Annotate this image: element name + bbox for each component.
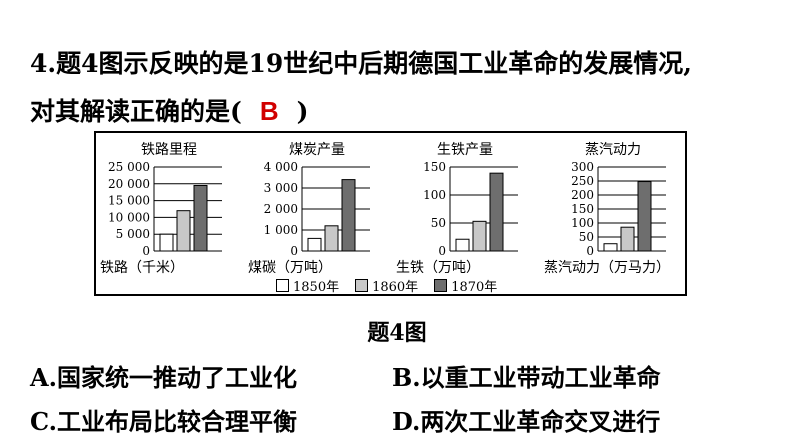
legend-swatch-1850 [276, 279, 289, 292]
option-text: 工业布局比较合理平衡 [57, 407, 298, 436]
chart-panel-coal: 煤炭产量 0 1 000 2 000 3 000 4 000 煤碳（万吨） [244, 133, 390, 276]
figure-caption: 题4图 [367, 320, 427, 346]
chart-xlabel: 蒸汽动力（万马力） [544, 260, 670, 276]
option-c[interactable]: C.工业布局比较合理平衡 [30, 402, 297, 437]
option-text: 两次工业革命交叉进行 [420, 407, 661, 436]
chart-panel-railway: 铁路里程 0 5 000 10 000 15 000 20 000 25 000 铁路（千… [96, 133, 242, 276]
option-text: 国家统一推动了工业化 [56, 363, 297, 392]
y-tick-label: 0 [586, 244, 594, 258]
chart-panel-steam: 蒸汽动力 0 50 100 150 200 250 300 蒸汽动力（万马力） [540, 133, 686, 276]
y-tick-label: 50 [431, 216, 446, 230]
question-prefix: 对其解读正确的是( [30, 97, 242, 126]
y-tick-label: 50 [579, 230, 594, 244]
y-tick-label: 5 000 [116, 227, 150, 241]
legend-label: 1870年 [451, 280, 498, 295]
y-tick-label: 3 000 [264, 181, 298, 195]
option-letter: B. [392, 363, 421, 392]
legend-swatch-1870 [434, 279, 448, 292]
chart-svg: 0 1 000 2 000 3 000 4 000 [264, 160, 370, 258]
question-suffix: ) [296, 97, 309, 126]
bar-1860年 [472, 220, 487, 252]
legend-item-1870: 1870年 [434, 276, 497, 295]
bar-1870年 [193, 184, 208, 252]
chart-svg: 0 50 100 150 [423, 160, 518, 258]
y-tick-label: 2 000 [264, 202, 298, 216]
option-letter: A. [30, 363, 57, 392]
bar-1860年 [176, 210, 191, 252]
option-a[interactable]: A.国家统一推动了工业化 [30, 358, 297, 393]
y-tick-label: 4 000 [264, 160, 298, 174]
y-tick-label: 150 [423, 160, 446, 174]
legend: 1850年 1860年 1870年 [276, 276, 497, 295]
legend-swatch-1860 [355, 279, 369, 292]
chart-title: 煤炭产量 [289, 142, 345, 158]
bar-1870年 [637, 181, 652, 252]
y-tick-label: 200 [571, 188, 594, 202]
option-text: 以重工业带动工业革命 [420, 363, 661, 392]
y-tick-label: 15 000 [108, 194, 150, 208]
chart-panel-iron: 生铁产量 0 50 100 150 生铁（万吨） [392, 133, 538, 276]
y-tick-label: 100 [571, 216, 594, 230]
y-tick-label: 0 [142, 244, 150, 258]
bar-1850年 [455, 238, 470, 252]
y-tick-label: 300 [571, 160, 594, 174]
y-tick-label: 1 000 [264, 223, 298, 237]
bar-1860年 [324, 225, 339, 252]
chart-title: 生铁产量 [437, 142, 493, 158]
bar-1860年 [620, 226, 635, 252]
legend-item-1860: 1860年 [355, 276, 418, 295]
option-b[interactable]: B.以重工业带动工业革命 [392, 358, 661, 393]
figure-box: 铁路里程 0 5 000 10 000 15 000 20 000 25 000 铁路（千… [94, 131, 687, 296]
bar-1850年 [159, 233, 174, 252]
legend-item-1850: 1850年 [276, 276, 339, 295]
question-line-2: 对其解读正确的是( B) [30, 92, 308, 128]
chart-svg: 0 5 000 10 000 15 000 20 000 25 000 [108, 160, 222, 258]
bar-1850年 [603, 243, 618, 252]
option-letter: D. [392, 407, 421, 436]
option-letter: C. [30, 407, 58, 436]
y-tick-label: 100 [423, 188, 446, 202]
y-tick-label: 0 [438, 244, 446, 258]
option-d[interactable]: D.两次工业革命交叉进行 [392, 402, 660, 437]
y-tick-label: 0 [290, 244, 298, 258]
bar-1870年 [489, 172, 504, 252]
chart-xlabel: 煤碳（万吨） [248, 260, 332, 276]
y-tick-label: 150 [571, 202, 594, 216]
chart-title: 铁路里程 [141, 142, 197, 158]
y-tick-label: 20 000 [108, 177, 150, 191]
bar-1870年 [341, 179, 356, 252]
chart-xlabel: 铁路（千米） [100, 260, 184, 276]
answer-mark: B [259, 96, 279, 126]
legend-label: 1860年 [372, 280, 419, 295]
y-tick-label: 10 000 [108, 210, 150, 224]
bar-1850年 [307, 237, 322, 252]
chart-xlabel: 生铁（万吨） [396, 260, 480, 276]
question-line-1: 4.题4图示反映的是19世纪中后期德国工业革命的发展情况, [30, 49, 692, 78]
legend-label: 1850年 [293, 280, 340, 295]
chart-title: 蒸汽动力 [585, 142, 641, 158]
y-tick-label: 250 [571, 174, 594, 188]
y-tick-label: 25 000 [108, 160, 150, 174]
